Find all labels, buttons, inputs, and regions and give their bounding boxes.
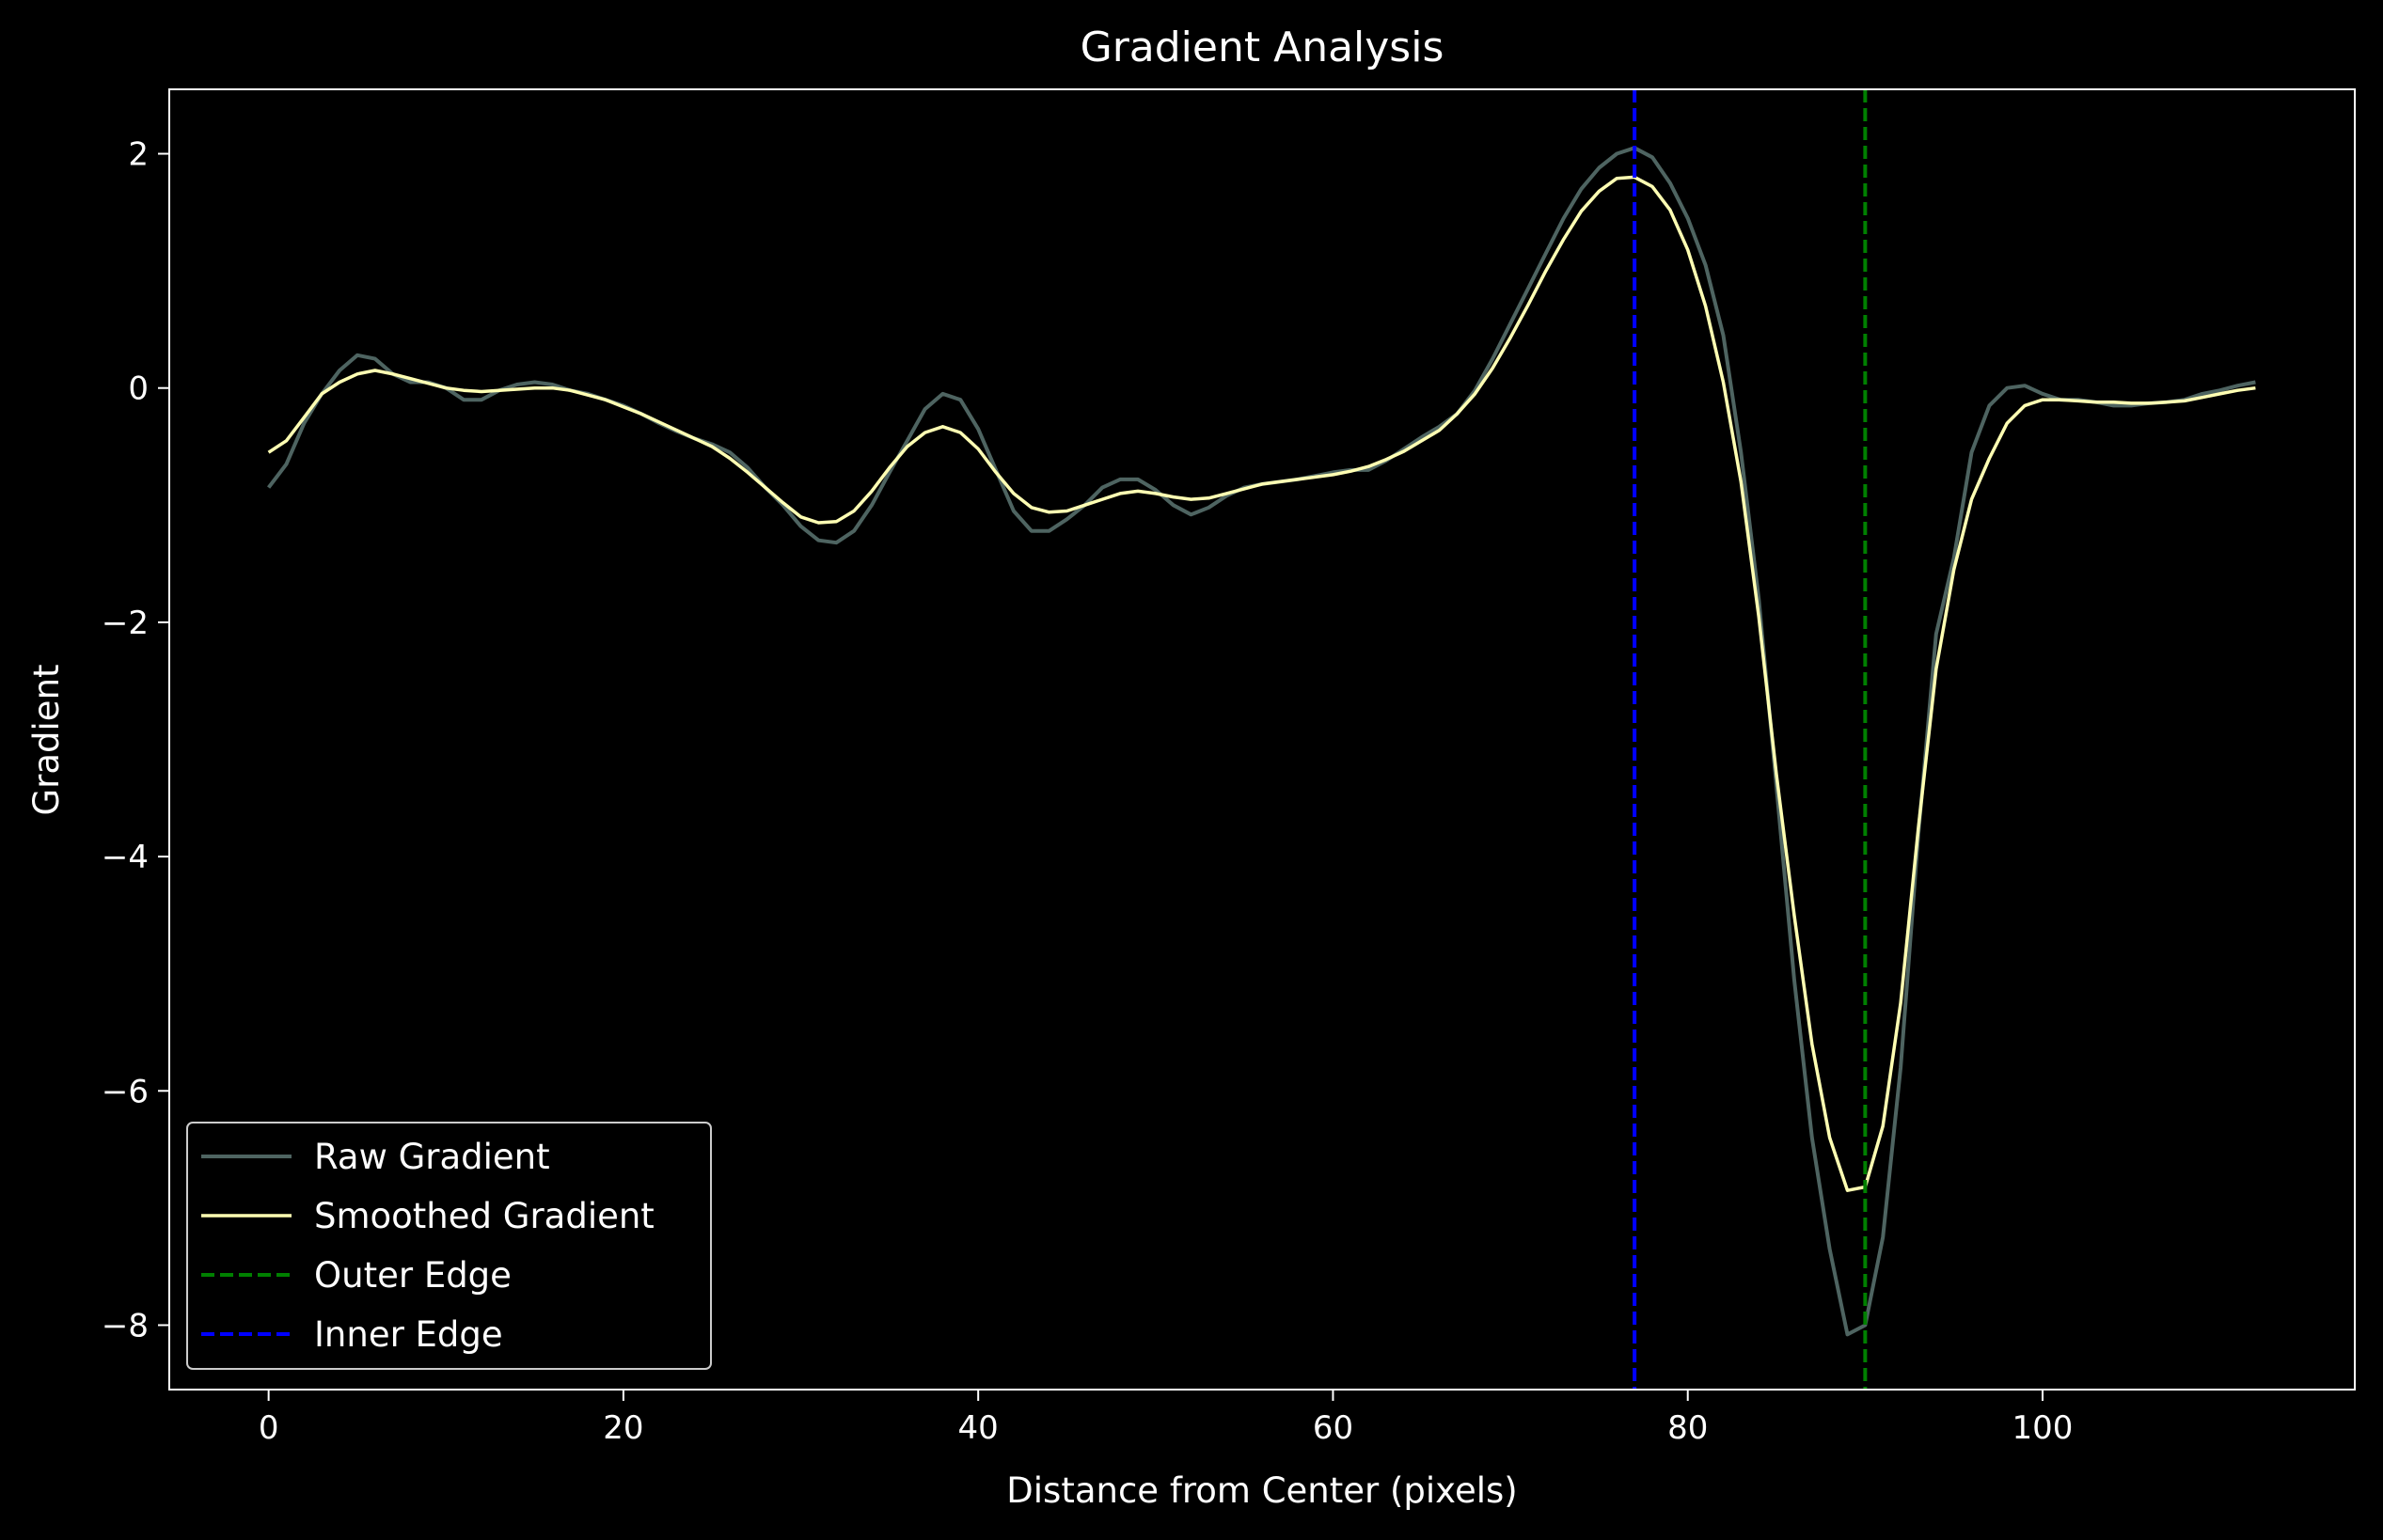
legend-label: Smoothed Gradient	[314, 1196, 655, 1236]
y-axis-ticks: 2 0 −2 −4 −6 −8	[102, 136, 169, 1344]
x-tick-label: 40	[958, 1409, 999, 1447]
x-axis-label: Distance from Center (pixels)	[1006, 1470, 1517, 1511]
x-tick-label: 60	[1313, 1409, 1353, 1447]
y-tick-label: −4	[102, 839, 149, 876]
chart-title: Gradient Analysis	[1081, 24, 1444, 71]
y-tick-label: 0	[128, 370, 149, 408]
axes-frame	[168, 88, 2356, 1391]
series-line-smoothed-gradient	[267, 175, 2256, 1192]
y-axis-label: Gradient	[26, 664, 67, 815]
y-tick-label: −2	[102, 605, 149, 642]
plot-content	[267, 89, 2256, 1390]
legend-box	[186, 1122, 712, 1370]
x-tick-label: 20	[603, 1409, 643, 1447]
y-tick-label: −6	[102, 1073, 149, 1110]
y-tick-label: −8	[102, 1307, 149, 1344]
legend-label: Raw Gradient	[314, 1137, 550, 1177]
x-tick-label: 80	[1667, 1409, 1708, 1447]
x-tick-label: 0	[259, 1409, 279, 1447]
legend-label: Outer Edge	[314, 1255, 512, 1296]
legend-label: Inner Edge	[314, 1314, 503, 1355]
legend-entries: Raw Gradient Smoothed Gradient Outer Edge I…	[201, 1137, 655, 1355]
legend: Raw Gradient Smoothed Gradient Outer Edge I…	[186, 1122, 712, 1370]
x-tick-label: 100	[2012, 1409, 2074, 1447]
x-axis-ticks: 0 20 40 60 80 100	[259, 1390, 2074, 1447]
y-tick-label: 2	[128, 136, 149, 174]
